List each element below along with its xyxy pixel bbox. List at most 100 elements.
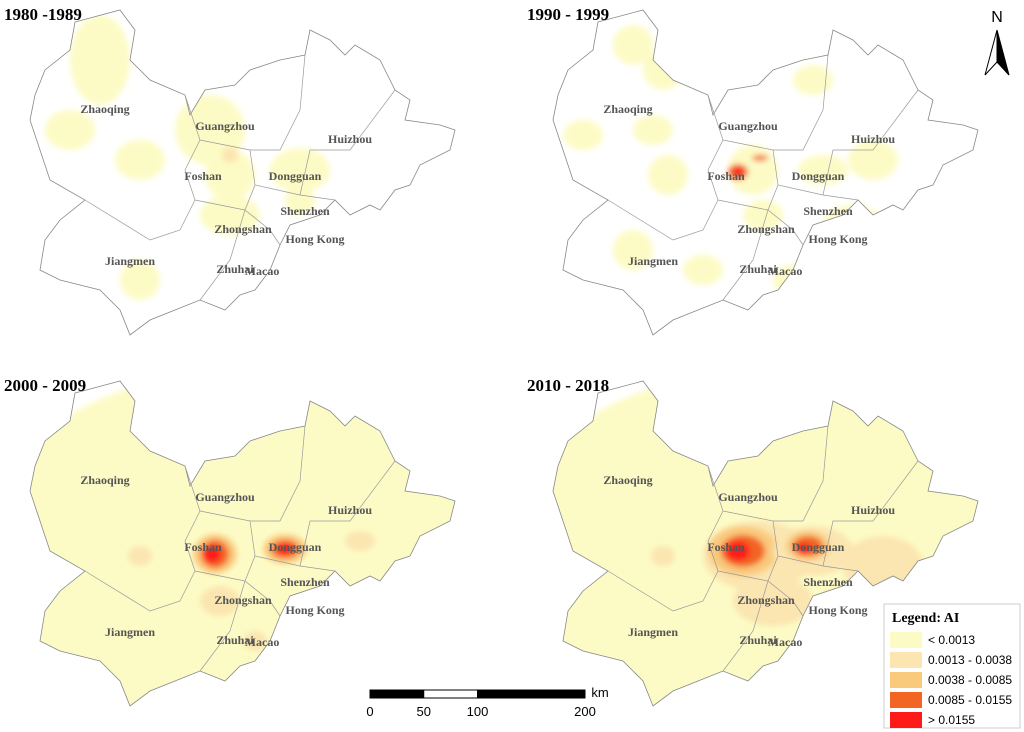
city-label: Hong Kong — [808, 603, 867, 617]
map-panel: Zhaoqing Guangzhou Huizhou Foshan Dongguan Sh… — [4, 376, 456, 707]
city-label: Huizhou — [328, 503, 372, 517]
city-label: Macao — [768, 635, 803, 649]
city-label: Jiangmen — [105, 254, 155, 268]
city-label: Zhaoqing — [603, 102, 652, 116]
heat-area — [45, 110, 95, 150]
city-label: Dongguan — [792, 169, 845, 183]
city-label: Jiangmen — [105, 625, 155, 639]
heat-area — [633, 115, 673, 145]
legend-swatch — [890, 652, 922, 668]
heat-area — [205, 150, 255, 200]
legend-label: > 0.0155 — [928, 713, 975, 727]
city-label: Foshan — [184, 540, 222, 554]
heat-layer — [30, 381, 455, 706]
heat-area — [345, 531, 375, 551]
legend-label: 0.0085 - 0.0155 — [928, 693, 1012, 707]
heat-area — [613, 25, 653, 65]
north-label: N — [991, 9, 1003, 26]
city-label: Jiangmen — [628, 625, 678, 639]
heat-area — [613, 230, 653, 270]
heat-area — [743, 200, 783, 230]
city-label: Guangzhou — [718, 119, 778, 133]
heat-blobs — [45, 15, 345, 300]
legend-swatch — [890, 692, 922, 708]
city-label: Zhaoqing — [80, 102, 129, 116]
heat-area — [752, 155, 768, 161]
heat-area — [726, 541, 750, 561]
city-boundaries — [607, 425, 919, 672]
city-label: Shenzhen — [280, 575, 330, 589]
heat-layer — [45, 15, 345, 300]
legend-label: 0.0013 - 0.0038 — [928, 653, 1012, 667]
city-label: Guangzhou — [718, 490, 778, 504]
north-arrow: N — [984, 9, 1010, 76]
city-label: Hong Kong — [285, 232, 344, 246]
heat-area — [651, 546, 675, 566]
scale-unit: km — [591, 685, 608, 700]
city-label: Guangzhou — [195, 490, 255, 504]
city-label: Guangzhou — [195, 119, 255, 133]
city-boundaries — [607, 54, 919, 301]
heat-area — [200, 195, 260, 235]
heat-area — [648, 155, 688, 195]
city-label: Hong Kong — [285, 603, 344, 617]
heat-area — [222, 147, 238, 163]
map-panel: Zhaoqing Guangzhou Huizhou Foshan Dongguan Sh… — [527, 5, 979, 336]
city-label: Zhongshan — [214, 222, 272, 236]
heat-blobs — [30, 381, 455, 706]
city-label: Foshan — [707, 169, 745, 183]
heat-area — [733, 576, 813, 626]
city-label: Zhongshan — [737, 593, 795, 607]
scale-label: 50 — [417, 704, 431, 719]
legend: Legend: AI < 0.0013 0.0013 - 0.0038 0.0038… — [883, 603, 1021, 729]
heat-area — [848, 140, 898, 180]
legend-swatch — [890, 632, 922, 648]
heat-area — [285, 185, 315, 215]
city-label: Huizhou — [851, 503, 895, 517]
city-label: Zhuhai — [739, 262, 777, 276]
heat-area — [270, 148, 330, 192]
city-label: Jiangmen — [628, 254, 678, 268]
panel-title: 2010 - 2018 — [527, 376, 609, 395]
city-label: Zhuhai — [216, 633, 254, 647]
scale-label: 200 — [574, 704, 596, 719]
heat-area — [683, 255, 723, 285]
city-label: Macao — [245, 264, 280, 278]
city-label: Hong Kong — [808, 232, 867, 246]
city-label: Shenzhen — [280, 204, 330, 218]
map-panel: Zhaoqing Guangzhou Huizhou Foshan Dongguan Sh… — [527, 376, 979, 707]
panel-title: 1980 -1989 — [4, 5, 82, 24]
scale-label: 0 — [366, 704, 373, 719]
city-label: Zhongshan — [214, 593, 272, 607]
city-label: Foshan — [707, 540, 745, 554]
city-label: Huizhou — [328, 132, 372, 146]
heat-area — [203, 545, 221, 563]
city-label: Zhuhai — [216, 262, 254, 276]
heat-area — [563, 120, 603, 150]
city-boundaries — [84, 54, 396, 301]
city-label: Zhuhai — [739, 633, 777, 647]
panel-title: 1990 - 1999 — [527, 5, 609, 24]
map-panel: Zhaoqing Guangzhou Huizhou Foshan Dongguan Sh… — [4, 5, 456, 336]
legend-title: Legend: AI — [892, 611, 959, 626]
heat-area — [128, 546, 152, 566]
city-label: Macao — [245, 635, 280, 649]
city-label: Zhaoqing — [80, 473, 129, 487]
city-label: Huizhou — [851, 132, 895, 146]
heat-area — [120, 260, 160, 300]
city-label: Dongguan — [792, 540, 845, 554]
legend-swatch — [890, 672, 922, 688]
city-label: Zhaoqing — [603, 473, 652, 487]
heat-area — [115, 140, 165, 180]
scale-label: 100 — [467, 704, 489, 719]
heat-area — [843, 536, 923, 596]
heat-area — [277, 543, 293, 555]
city-label: Zhongshan — [737, 222, 795, 236]
city-boundaries — [84, 425, 396, 672]
heat-area — [798, 155, 848, 185]
city-label: Foshan — [184, 169, 222, 183]
heat-area — [793, 65, 833, 95]
heat-area — [243, 631, 267, 651]
legend-swatch — [890, 712, 922, 728]
